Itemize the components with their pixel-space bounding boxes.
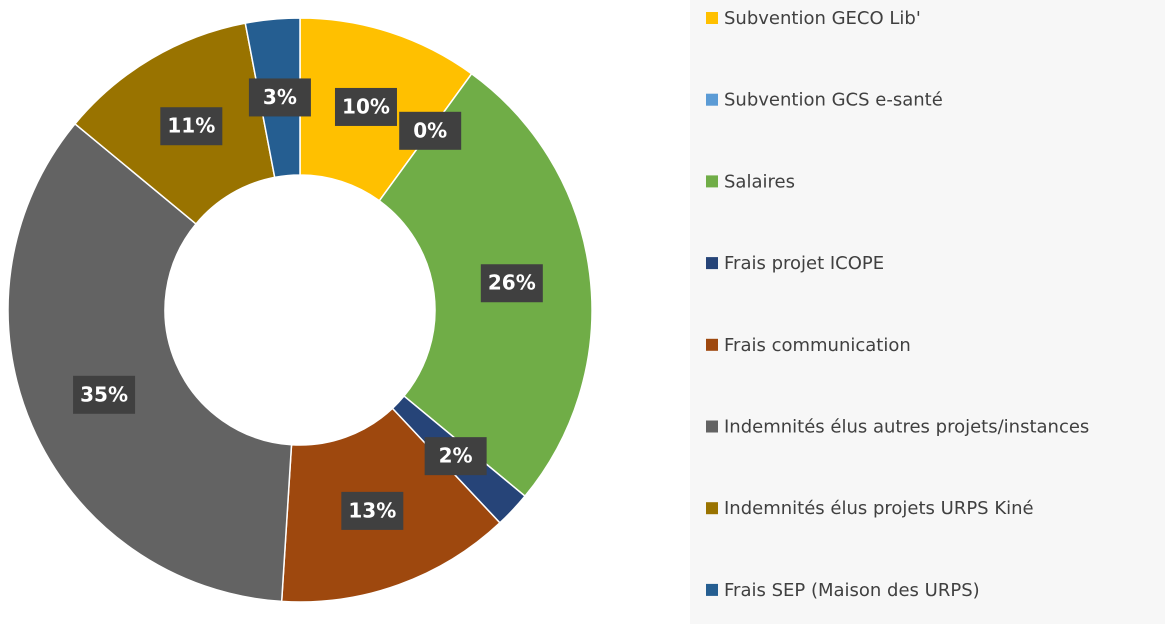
data-label-box bbox=[424, 437, 487, 476]
data-label: 13% bbox=[348, 498, 396, 522]
data-label-box bbox=[399, 111, 462, 150]
data-label: 3% bbox=[263, 85, 297, 109]
data-label-box bbox=[480, 264, 543, 303]
data-label: 26% bbox=[488, 271, 536, 295]
legend-label: Frais projet ICOPE bbox=[724, 253, 884, 274]
data-label-box bbox=[73, 375, 136, 414]
data-label: 10% bbox=[342, 94, 390, 118]
legend-swatch bbox=[706, 175, 718, 188]
legend-label: Salaires bbox=[724, 171, 795, 192]
legend-label: Subvention GECO Lib' bbox=[724, 8, 921, 29]
legend-label: Frais communication bbox=[724, 335, 911, 356]
legend-label: Indemnités élus autres projets/instances bbox=[724, 417, 1089, 438]
legend-background bbox=[690, 0, 1165, 624]
legend-swatch bbox=[706, 502, 718, 515]
data-label-box bbox=[341, 491, 404, 530]
data-label: 2% bbox=[439, 444, 473, 468]
data-label: 11% bbox=[167, 114, 215, 138]
slice bbox=[7, 122, 293, 603]
data-label: 0% bbox=[413, 118, 447, 142]
legend-swatch bbox=[706, 257, 718, 270]
legend-swatch bbox=[706, 93, 718, 106]
legend-swatch bbox=[706, 338, 718, 351]
data-label-box bbox=[248, 78, 311, 117]
data-label-box bbox=[160, 107, 223, 146]
legend-label: Subvention GCS e-santé bbox=[724, 90, 943, 111]
legend-swatch bbox=[706, 583, 718, 596]
data-label: 35% bbox=[80, 382, 128, 406]
legend-swatch bbox=[706, 12, 718, 24]
legend-label: Frais SEP (Maison des URPS) bbox=[724, 580, 980, 601]
legend-swatch bbox=[706, 420, 718, 433]
data-label-box bbox=[334, 87, 397, 126]
legend-label: Indemnités élus projets URPS Kiné bbox=[724, 498, 1034, 519]
